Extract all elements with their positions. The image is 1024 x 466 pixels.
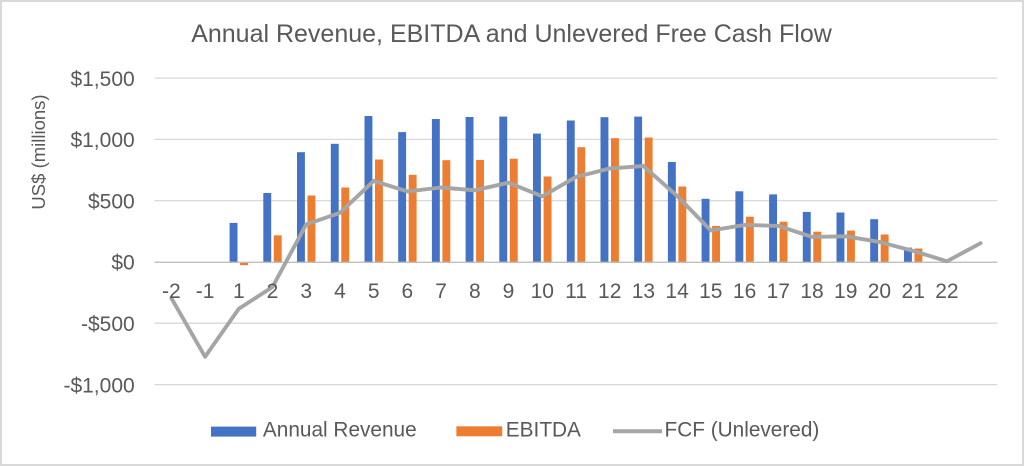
svg-text:20: 20: [868, 280, 891, 303]
svg-text:19: 19: [834, 280, 857, 303]
svg-text:US$ (millions): US$ (millions): [28, 94, 49, 209]
svg-text:$0: $0: [111, 252, 134, 275]
svg-text:1: 1: [233, 280, 245, 303]
svg-text:-$500: -$500: [81, 313, 135, 336]
svg-text:11: 11: [565, 280, 587, 303]
svg-text:15: 15: [699, 280, 722, 303]
svg-text:-2: -2: [162, 280, 181, 303]
svg-text:21: 21: [902, 280, 925, 303]
svg-text:7: 7: [435, 280, 447, 303]
svg-text:2: 2: [267, 280, 279, 303]
svg-text:22: 22: [935, 280, 958, 303]
svg-text:4: 4: [334, 280, 346, 303]
svg-text:Annual Revenue: Annual Revenue: [263, 418, 417, 441]
svg-text:-1: -1: [196, 280, 215, 303]
svg-text:12: 12: [598, 280, 621, 303]
svg-text:$500: $500: [88, 190, 135, 213]
svg-text:EBITDA: EBITDA: [506, 418, 581, 441]
svg-text:10: 10: [531, 280, 554, 303]
svg-text:8: 8: [469, 280, 481, 303]
svg-text:13: 13: [632, 280, 655, 303]
svg-text:Annual Revenue, EBITDA and Unl: Annual Revenue, EBITDA and Unlevered Fre…: [191, 20, 833, 48]
svg-text:17: 17: [767, 280, 790, 303]
svg-text:3: 3: [300, 280, 312, 303]
svg-text:FCF (Unlevered): FCF (Unlevered): [665, 418, 820, 441]
svg-text:14: 14: [665, 280, 689, 303]
svg-text:$1,000: $1,000: [70, 129, 134, 152]
svg-text:9: 9: [503, 280, 515, 303]
svg-text:18: 18: [800, 280, 823, 303]
svg-text:-$1,000: -$1,000: [63, 374, 134, 397]
svg-text:5: 5: [368, 280, 380, 303]
svg-text:16: 16: [733, 280, 756, 303]
svg-text:$1,500: $1,500: [70, 68, 134, 91]
svg-text:6: 6: [402, 280, 414, 303]
